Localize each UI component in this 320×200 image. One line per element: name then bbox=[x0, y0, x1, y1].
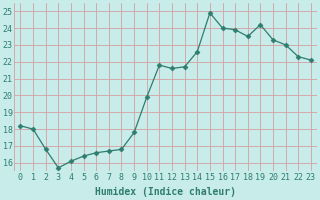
X-axis label: Humidex (Indice chaleur): Humidex (Indice chaleur) bbox=[95, 187, 236, 197]
